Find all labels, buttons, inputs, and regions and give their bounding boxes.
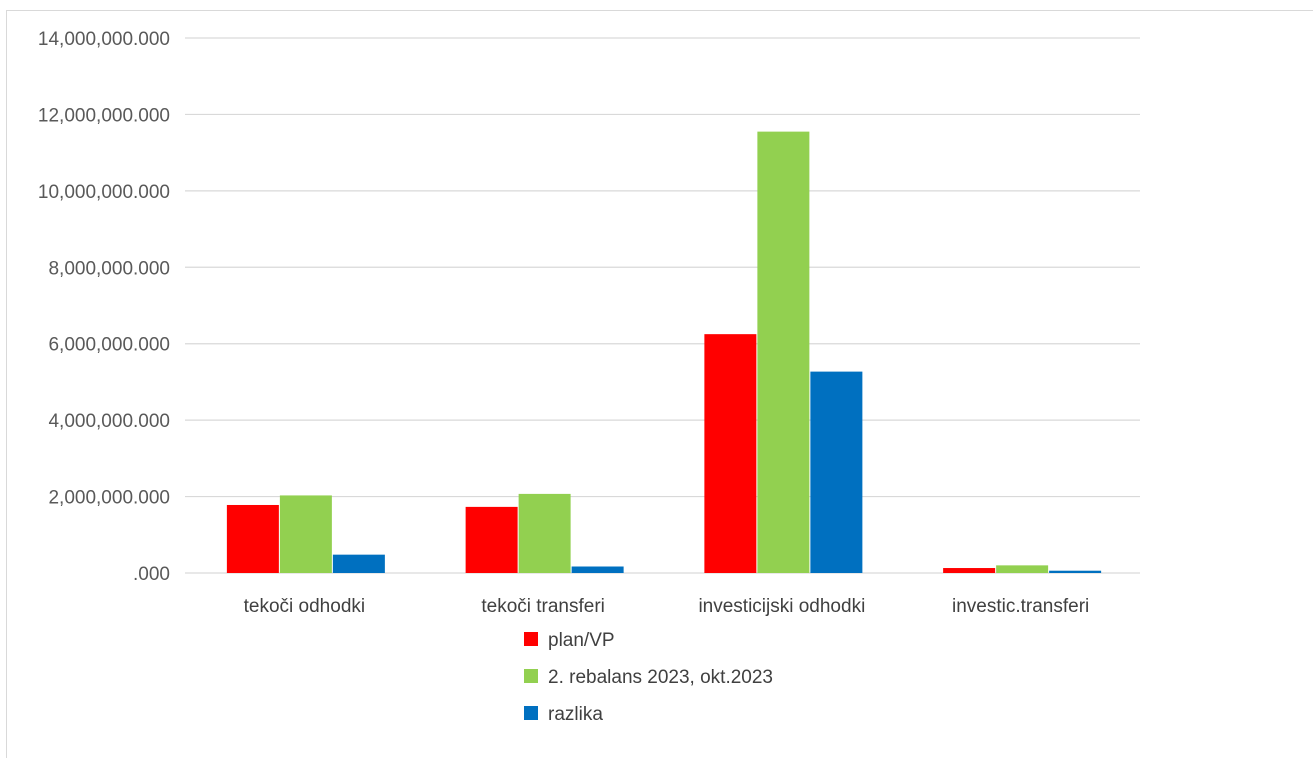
bar <box>757 131 810 573</box>
bar <box>226 504 279 573</box>
bar <box>704 334 757 573</box>
y-tick-label: .000 <box>133 564 170 585</box>
bar <box>1049 570 1102 573</box>
y-axis-ticks: 14,000,000.000 12,000,000.000 10,000,000.0… <box>38 29 170 585</box>
bar <box>332 554 385 573</box>
legend-label: razlika <box>548 704 603 725</box>
legend: plan/VP 2. rebalans 2023, okt.2023 razlika <box>524 630 773 725</box>
x-category-label: investic.transferi <box>952 596 1089 617</box>
bars <box>226 131 1102 573</box>
y-tick-label: 14,000,000.000 <box>38 29 170 50</box>
x-category-label: tekoči odhodki <box>244 596 365 617</box>
gridlines <box>185 37 1140 574</box>
bar <box>943 568 996 573</box>
x-category-label: tekoči transferi <box>481 596 605 617</box>
y-tick-label: 2,000,000.000 <box>48 488 170 509</box>
bar <box>518 493 571 573</box>
y-tick-label: 6,000,000.000 <box>48 335 170 356</box>
bar <box>279 495 332 573</box>
y-tick-label: 4,000,000.000 <box>48 411 170 432</box>
x-axis-categories: tekoči odhodki tekoči transferi investicij… <box>244 596 1090 617</box>
y-tick-label: 12,000,000.000 <box>38 105 170 126</box>
legend-label: plan/VP <box>548 630 615 651</box>
chart-frame <box>6 10 1313 758</box>
legend-swatch <box>524 669 538 683</box>
legend-swatch <box>524 706 538 720</box>
legend-label: 2. rebalans 2023, okt.2023 <box>548 667 773 688</box>
y-tick-label: 8,000,000.000 <box>48 258 170 279</box>
y-tick-label: 10,000,000.000 <box>38 182 170 203</box>
bar <box>810 371 863 573</box>
bar <box>465 506 518 573</box>
x-category-label: investicijski odhodki <box>698 596 865 617</box>
legend-swatch <box>524 632 538 646</box>
bar <box>571 566 624 573</box>
bar <box>996 565 1049 573</box>
